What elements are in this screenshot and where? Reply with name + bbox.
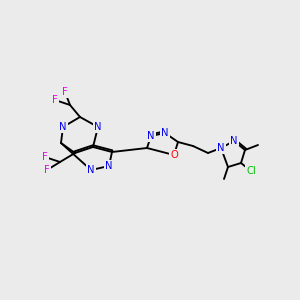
- Text: Cl: Cl: [246, 166, 256, 176]
- Text: F: F: [44, 165, 50, 175]
- Text: N: N: [230, 136, 238, 146]
- Text: N: N: [87, 165, 95, 175]
- Text: O: O: [170, 150, 178, 160]
- Text: N: N: [105, 161, 113, 171]
- Text: N: N: [161, 128, 169, 138]
- Text: F: F: [42, 152, 48, 162]
- Text: N: N: [147, 131, 155, 141]
- Text: F: F: [52, 95, 58, 105]
- Text: N: N: [59, 122, 67, 132]
- Text: F: F: [62, 87, 68, 97]
- Text: N: N: [217, 143, 225, 153]
- Text: N: N: [94, 122, 102, 132]
